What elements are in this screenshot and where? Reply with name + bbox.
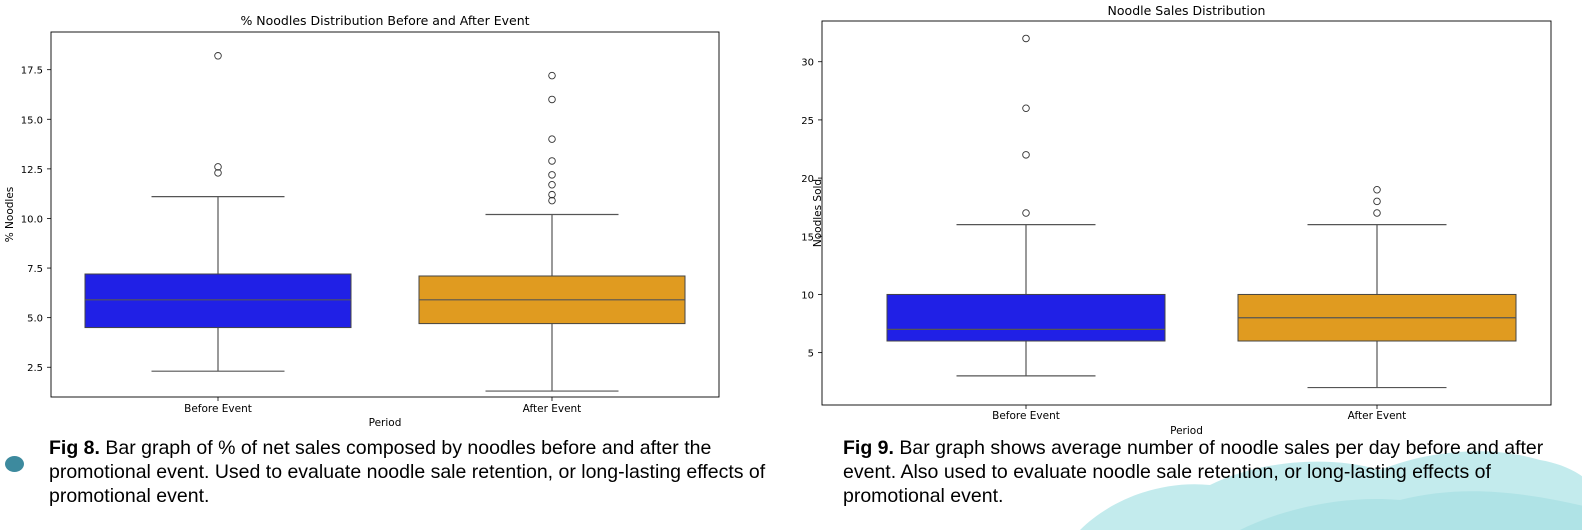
y-tick-label: 30 <box>801 58 814 69</box>
y-tick-label: 10.0 <box>21 214 43 225</box>
outlier-point <box>1373 197 1381 206</box>
chart-2: Noodle Sales Distribution 5 10 15 20 25 30 Nood… <box>801 3 1552 437</box>
x-tick-label: Before Event <box>992 410 1060 422</box>
y-tick-label: 15 <box>801 232 814 243</box>
y-axis-label: Noodles Sold <box>812 179 824 247</box>
fig9-caption-text: Bar graph shows average number of noodle… <box>843 437 1544 507</box>
outlier-point <box>548 190 556 199</box>
outlier-point <box>1022 34 1030 43</box>
fig8-caption: Fig 8. Bar graph of % of net sales compo… <box>49 436 769 508</box>
box-after-event <box>418 71 686 392</box>
outlier-point <box>214 169 222 177</box>
outlier-point <box>1022 151 1030 159</box>
y-tick-label: 7.5 <box>27 264 43 275</box>
outlier-point <box>1022 209 1030 217</box>
outlier-point <box>548 196 556 205</box>
box-before-event <box>84 52 352 372</box>
plot-frame <box>821 20 1552 406</box>
y-axis-label: % Noodles <box>4 187 16 243</box>
y-tick-label: 15.0 <box>21 115 43 126</box>
outlier-point <box>214 52 222 60</box>
x-axis-label: Period <box>1170 425 1203 437</box>
outlier-point <box>1022 104 1030 113</box>
x-tick-label: After Event <box>1348 410 1407 422</box>
y-tick-label: 25 <box>801 116 814 127</box>
outlier-point <box>548 95 556 104</box>
fig8-caption-label: Fig 8. <box>49 437 100 459</box>
fig8-caption-text: Bar graph of % of net sales composed by … <box>49 437 766 507</box>
box-before-event <box>886 34 1166 377</box>
fig9-caption: Fig 9. Bar graph shows average number of… <box>843 436 1578 508</box>
y-tick-label: 5 <box>808 349 814 360</box>
outlier-point <box>548 71 556 80</box>
y-tick-label: 10 <box>801 290 814 301</box>
fig9-caption-label: Fig 9. <box>843 437 894 459</box>
y-tick-label: 17.5 <box>21 66 43 77</box>
charts-canvas: % Noodles Distribution Before and After … <box>4 3 1552 437</box>
chart-1: % Noodles Distribution Before and After … <box>4 13 720 429</box>
plot-frame <box>50 31 720 398</box>
y-tick-label: 5.0 <box>27 314 43 325</box>
y-tick-label: 2.5 <box>27 363 43 374</box>
y-tick-label: 12.5 <box>21 165 43 176</box>
x-axis-label: Period <box>369 417 402 429</box>
box-iqr <box>886 293 1166 342</box>
box-iqr <box>84 273 352 329</box>
outlier-point <box>1373 209 1381 217</box>
outlier-point <box>1373 185 1381 194</box>
bullet-dot <box>5 456 24 472</box>
x-tick-label: After Event <box>523 403 582 415</box>
outlier-point <box>548 180 556 189</box>
box-after-event <box>1237 185 1517 389</box>
outlier-point <box>548 157 556 165</box>
chart-title: Noodle Sales Distribution <box>1108 3 1266 18</box>
outlier-point <box>548 135 556 143</box>
outlier-point <box>548 171 556 179</box>
outlier-point <box>214 163 222 171</box>
x-tick-label: Before Event <box>184 403 252 415</box>
y-tick-label: 20 <box>801 174 814 185</box>
chart-title: % Noodles Distribution Before and After … <box>240 13 529 28</box>
